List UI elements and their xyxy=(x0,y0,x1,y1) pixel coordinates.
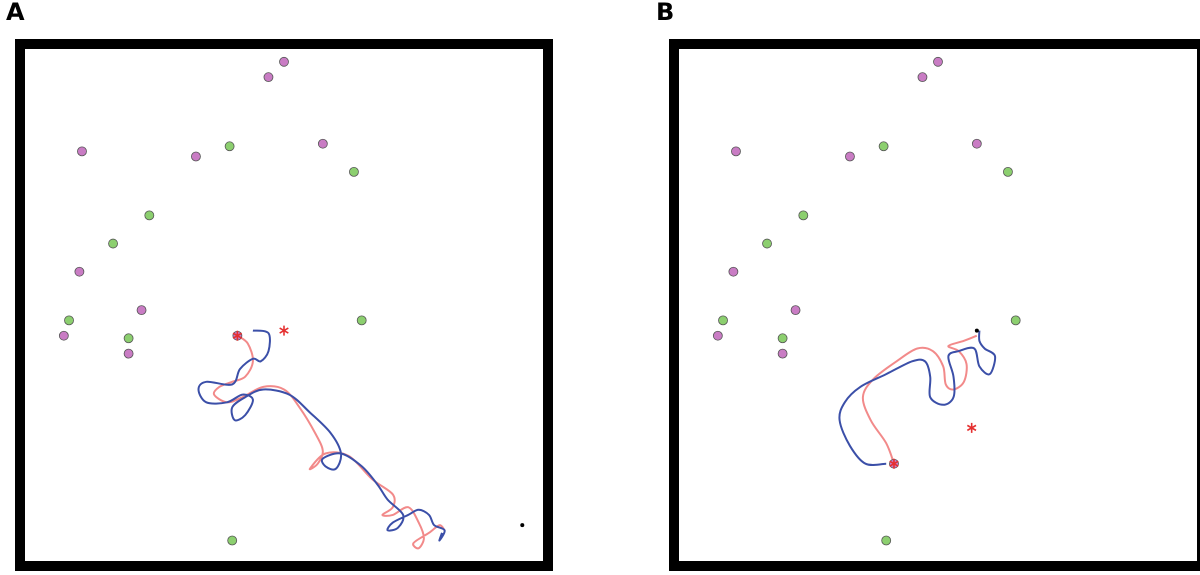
green-landmark xyxy=(881,535,892,546)
trajectory-end-point xyxy=(520,523,525,528)
purple-landmark xyxy=(731,146,741,157)
purple-landmark xyxy=(136,305,147,316)
green-landmark xyxy=(227,535,238,546)
panel-a-label: A xyxy=(6,0,25,26)
trajectory-end-point xyxy=(974,328,979,333)
goal-star-marker-stroke xyxy=(966,424,977,432)
purple-landmark xyxy=(971,138,982,149)
green-landmark xyxy=(798,210,809,221)
start-star-marker xyxy=(232,330,243,341)
blue-trajectory xyxy=(838,330,997,467)
green-landmark xyxy=(64,315,74,326)
pink-trajectory xyxy=(212,334,446,550)
green-landmark xyxy=(108,238,118,249)
green-landmark xyxy=(1010,315,1021,326)
goal-star-marker xyxy=(966,422,977,433)
green-landmark xyxy=(878,141,889,152)
purple-landmark xyxy=(712,330,723,341)
purple-landmark xyxy=(917,72,928,83)
purple-landmark xyxy=(58,330,69,341)
panel-b-arena xyxy=(669,39,1200,571)
purple-landmark xyxy=(790,305,801,316)
purple-landmark xyxy=(728,266,739,277)
purple-landmark xyxy=(77,146,87,157)
arena-frame xyxy=(15,39,553,571)
purple-landmark xyxy=(263,72,274,83)
start-star-marker-stroke xyxy=(889,460,899,467)
purple-landmark xyxy=(317,138,328,149)
purple-landmark xyxy=(933,56,943,67)
purple-landmark xyxy=(191,151,201,162)
panel-b-label: B xyxy=(656,0,675,26)
blue-trajectory xyxy=(197,329,446,542)
green-landmark xyxy=(123,333,134,344)
purple-landmark xyxy=(777,348,788,359)
green-landmark xyxy=(718,315,728,326)
panel-a-arena xyxy=(15,39,553,571)
pink-trajectory xyxy=(861,334,978,465)
purple-landmark xyxy=(279,56,289,67)
start-star-marker-stroke xyxy=(232,332,243,339)
purple-landmark xyxy=(123,348,134,359)
green-landmark xyxy=(777,333,788,344)
purple-landmark xyxy=(845,151,855,162)
green-landmark xyxy=(1003,166,1013,177)
purple-landmark xyxy=(74,266,85,277)
arena-frame xyxy=(669,39,1200,571)
goal-star-marker-stroke xyxy=(279,327,289,334)
goal-star-marker xyxy=(279,325,289,336)
green-landmark xyxy=(349,166,359,177)
green-landmark xyxy=(762,238,772,249)
green-landmark xyxy=(356,315,367,326)
green-landmark xyxy=(144,210,155,221)
start-star-marker xyxy=(889,458,899,469)
green-landmark xyxy=(224,141,235,152)
